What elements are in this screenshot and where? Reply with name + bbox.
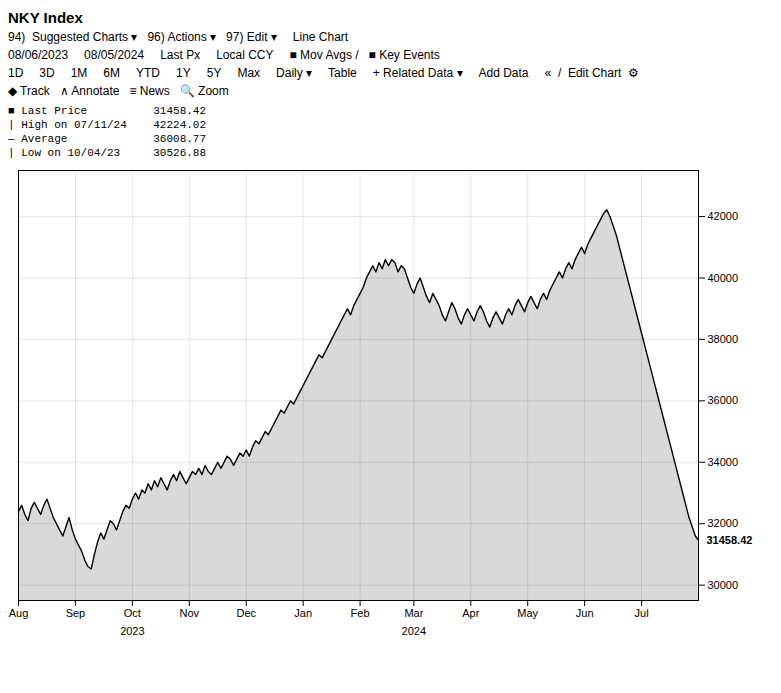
svg-text:May: May — [517, 607, 538, 619]
html-text:1Y: 1Y — [176, 66, 191, 80]
svg-text:31458.42: 31458.42 — [707, 534, 753, 546]
svg-text:38000: 38000 — [708, 333, 739, 345]
svg-text:Dec: Dec — [236, 607, 256, 619]
html-text:3D: 3D — [39, 66, 55, 80]
svg-text:Jul: Jul — [635, 607, 649, 619]
svg-text:2023: 2023 — [120, 625, 144, 637]
html-text:Add Data: Add Data — [478, 66, 529, 80]
html-text:« / Edit Chart ⚙: « / Edit Chart ⚙ — [544, 66, 639, 80]
html-text:Local CCY: Local CCY — [216, 48, 274, 62]
html-text:YTD: YTD — [136, 66, 160, 80]
html-text:1M: 1M — [70, 66, 88, 80]
svg-text:Jun: Jun — [576, 607, 594, 619]
html-text:| Low on 10/04/23 30526.88: | Low on 10/04/23 30526.88 — [8, 147, 206, 159]
html-text:+ Related Data ▾: + Related Data ▾ — [372, 66, 463, 80]
svg-text:30000: 30000 — [708, 579, 739, 591]
html-text:Max: Max — [237, 66, 261, 80]
html-text:■ Last Price 31458.42: ■ Last Price 31458.42 — [8, 105, 206, 117]
svg-text:36000: 36000 — [708, 394, 739, 406]
html-text:■ Mov Avgs / ■ Key Events: ■ Mov Avgs / ■ Key Events — [289, 48, 440, 62]
html-text:08/06/2023: 08/06/2023 — [8, 48, 69, 62]
html-text:◆ Track ∧ Annotate ≡ News 🔍 Zo: ◆ Track ∧ Annotate ≡ News 🔍 Zoom — [8, 84, 229, 98]
svg-text:Aug: Aug — [9, 607, 29, 619]
html-text:— Average 36008.77: — Average 36008.77 — [8, 133, 206, 145]
html-text:| High on 07/11/24 42224.02: | High on 07/11/24 42224.02 — [8, 119, 206, 131]
html-text:Daily ▾: Daily ▾ — [276, 66, 313, 80]
svg-text:40000: 40000 — [708, 272, 739, 284]
html-text:94) Suggested Charts ▾ 96) Act: 94) Suggested Charts ▾ 96) Actions ▾ 97)… — [8, 30, 277, 44]
svg-text:Jan: Jan — [294, 607, 312, 619]
html-text:5Y: 5Y — [206, 66, 222, 80]
html-text:NKY Index: NKY Index — [8, 9, 83, 26]
svg-text:Nov: Nov — [180, 607, 200, 619]
svg-text:Oct: Oct — [124, 607, 141, 619]
svg-text:Mar: Mar — [404, 607, 423, 619]
html-text:08/05/2024: 08/05/2024 — [84, 48, 145, 62]
svg-text:32000: 32000 — [708, 517, 739, 529]
html-text:1D: 1D — [8, 66, 24, 80]
svg-text:34000: 34000 — [708, 456, 739, 468]
html-text:Table: Table — [328, 66, 357, 80]
svg-text:Feb: Feb — [351, 607, 370, 619]
html-text:6M: 6M — [103, 66, 120, 80]
svg-text:Sep: Sep — [66, 607, 86, 619]
svg-text:2024: 2024 — [402, 625, 426, 637]
html-text:Line Chart: Line Chart — [292, 30, 349, 44]
svg-text:Apr: Apr — [462, 607, 479, 619]
html-text:Last Px: Last Px — [160, 48, 201, 62]
svg-text:42000: 42000 — [708, 210, 739, 222]
